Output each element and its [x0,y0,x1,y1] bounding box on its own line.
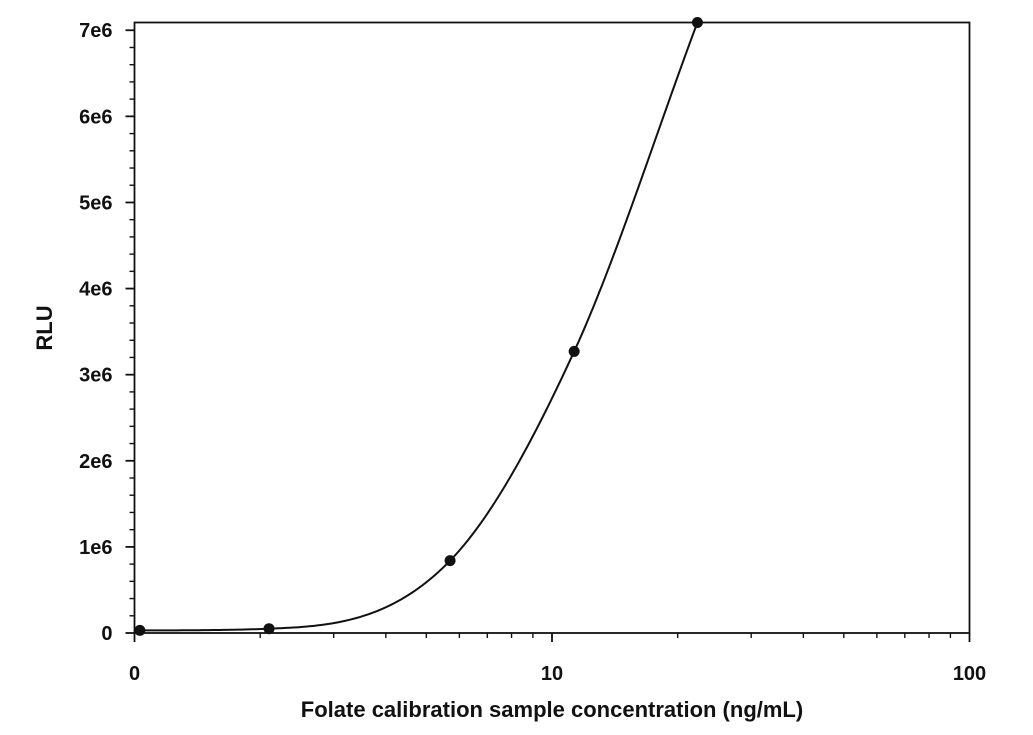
calibration-curve [139,22,699,632]
y-tick-label: 4e6 [79,279,112,301]
y-tick-label: 7e6 [79,20,112,42]
y-tick-label: 6e6 [79,106,112,128]
y-tick-label: 2e6 [79,451,112,473]
plot-area: 0 1e6 2e6 3e6 4e6 5e6 6e6 7e6 0 10 100 [79,17,986,685]
x-tick-label: 0 [129,663,140,685]
data-point-marker [691,17,703,28]
y-tick-label: 5e6 [79,192,112,214]
x-tick-label: 100 [953,663,986,685]
x-axis-title: Folate calibration sample concentration … [301,697,803,722]
y-axis-title: RLU [32,305,57,350]
y-tick-label: 3e6 [79,365,112,387]
plot-border [133,21,971,634]
y-tick-label: 1e6 [79,537,112,559]
y-tick-label: 0 [101,623,112,645]
x-tick-label: 10 [541,663,563,685]
data-point-marker [444,555,456,567]
data-point-marker [263,623,275,635]
data-point-marker [568,345,580,357]
data-point-marker [134,624,146,636]
